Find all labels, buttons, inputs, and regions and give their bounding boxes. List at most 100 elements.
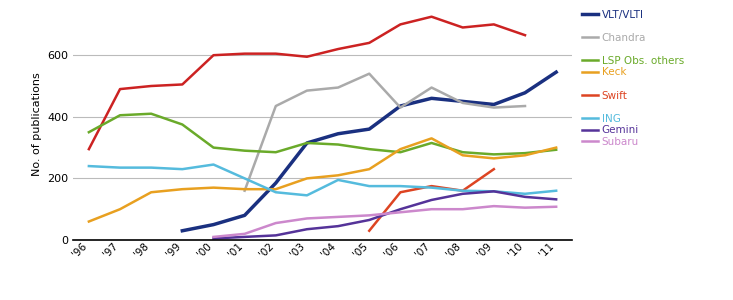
- Line: Swift: Swift: [369, 169, 494, 231]
- Chandra: [396, 106, 405, 110]
- Subaru: [458, 207, 467, 211]
- ING: [178, 167, 187, 171]
- Keck: [427, 136, 436, 140]
- ING: [84, 164, 93, 168]
- Legend: VLT/VLTI, , Chandra, , LSP Obs. others, Keck, , Swift, , ING, Gemini, Subaru: VLT/VLTI, , Chandra, , LSP Obs. others, …: [582, 10, 684, 147]
- Gemini: [520, 195, 529, 199]
- VLT/VLTI: [520, 91, 529, 94]
- LSP Obs. others: [552, 148, 561, 152]
- Keck: [240, 188, 249, 191]
- LSP Obs. others: [84, 130, 93, 134]
- Subaru: [552, 205, 561, 208]
- Keck: [490, 157, 498, 160]
- LSP Obs. others: [490, 153, 498, 156]
- VLT/VLTI: [334, 132, 342, 136]
- Chandra: [490, 106, 498, 110]
- Subaru: [365, 214, 374, 217]
- Chandra: [520, 104, 529, 108]
- Gemini: [365, 218, 374, 222]
- Line: Chandra: Chandra: [245, 74, 525, 191]
- LSP Obs. others: [458, 150, 467, 154]
- Keck: [303, 177, 312, 180]
- Line: Gemini: Gemini: [213, 191, 556, 238]
- LSP Obs. others: [303, 141, 312, 145]
- LSP Obs. others: [209, 146, 218, 149]
- Subaru: [396, 211, 405, 214]
- Swift: [458, 189, 467, 193]
- VLT/VLTI: [458, 100, 467, 103]
- Keck: [147, 190, 155, 194]
- Keck: [520, 154, 529, 157]
- Chandra: [427, 86, 436, 89]
- LSP Obs. others: [427, 141, 436, 145]
- ING: [427, 186, 436, 189]
- LSP Obs. others: [365, 147, 374, 151]
- Chandra: [458, 101, 467, 105]
- Keck: [458, 154, 467, 157]
- ING: [365, 184, 374, 188]
- ING: [209, 163, 218, 166]
- Subaru: [209, 235, 218, 239]
- LSP Obs. others: [520, 151, 529, 155]
- Gemini: [458, 192, 467, 196]
- VLT/VLTI: [209, 223, 218, 226]
- ING: [334, 178, 342, 182]
- VLT/VLTI: [271, 181, 280, 185]
- Subaru: [271, 221, 280, 225]
- Line: ING: ING: [89, 164, 556, 195]
- Gemini: [209, 237, 218, 240]
- Keck: [84, 220, 93, 223]
- Gemini: [552, 197, 561, 201]
- Gemini: [334, 224, 342, 228]
- Line: Keck: Keck: [89, 138, 556, 221]
- Keck: [552, 146, 561, 149]
- ING: [552, 189, 561, 193]
- ING: [458, 189, 467, 193]
- Gemini: [396, 207, 405, 211]
- Subaru: [490, 204, 498, 208]
- Keck: [271, 188, 280, 191]
- LSP Obs. others: [240, 149, 249, 152]
- VLT/VLTI: [303, 141, 312, 145]
- Chandra: [365, 72, 374, 76]
- ING: [147, 166, 155, 169]
- Gemini: [303, 227, 312, 231]
- VLT/VLTI: [490, 103, 498, 106]
- Subaru: [240, 232, 249, 236]
- ING: [520, 192, 529, 196]
- Gemini: [427, 198, 436, 202]
- Keck: [365, 167, 374, 171]
- VLT/VLTI: [552, 70, 561, 74]
- Subaru: [520, 206, 529, 209]
- Gemini: [271, 234, 280, 237]
- ING: [240, 177, 249, 180]
- ING: [271, 190, 280, 194]
- Swift: [365, 229, 374, 232]
- VLT/VLTI: [427, 97, 436, 100]
- ING: [116, 166, 125, 169]
- Gemini: [490, 190, 498, 193]
- VLT/VLTI: [365, 127, 374, 131]
- ING: [303, 194, 312, 197]
- LSP Obs. others: [147, 112, 155, 116]
- Chandra: [240, 189, 249, 193]
- LSP Obs. others: [396, 150, 405, 154]
- LSP Obs. others: [334, 143, 342, 146]
- ING: [490, 190, 498, 193]
- ING: [396, 184, 405, 188]
- Y-axis label: No. of publications: No. of publications: [32, 73, 42, 176]
- Keck: [396, 147, 405, 151]
- Keck: [209, 186, 218, 189]
- Keck: [334, 173, 342, 177]
- Swift: [396, 190, 405, 194]
- Swift: [427, 184, 436, 188]
- Keck: [116, 207, 125, 211]
- Subaru: [427, 207, 436, 211]
- VLT/VLTI: [396, 104, 405, 108]
- Subaru: [303, 217, 312, 220]
- Chandra: [334, 86, 342, 89]
- Chandra: [303, 89, 312, 92]
- Line: LSP Obs. others: LSP Obs. others: [89, 114, 556, 154]
- Line: Subaru: Subaru: [213, 206, 556, 237]
- LSP Obs. others: [116, 113, 125, 117]
